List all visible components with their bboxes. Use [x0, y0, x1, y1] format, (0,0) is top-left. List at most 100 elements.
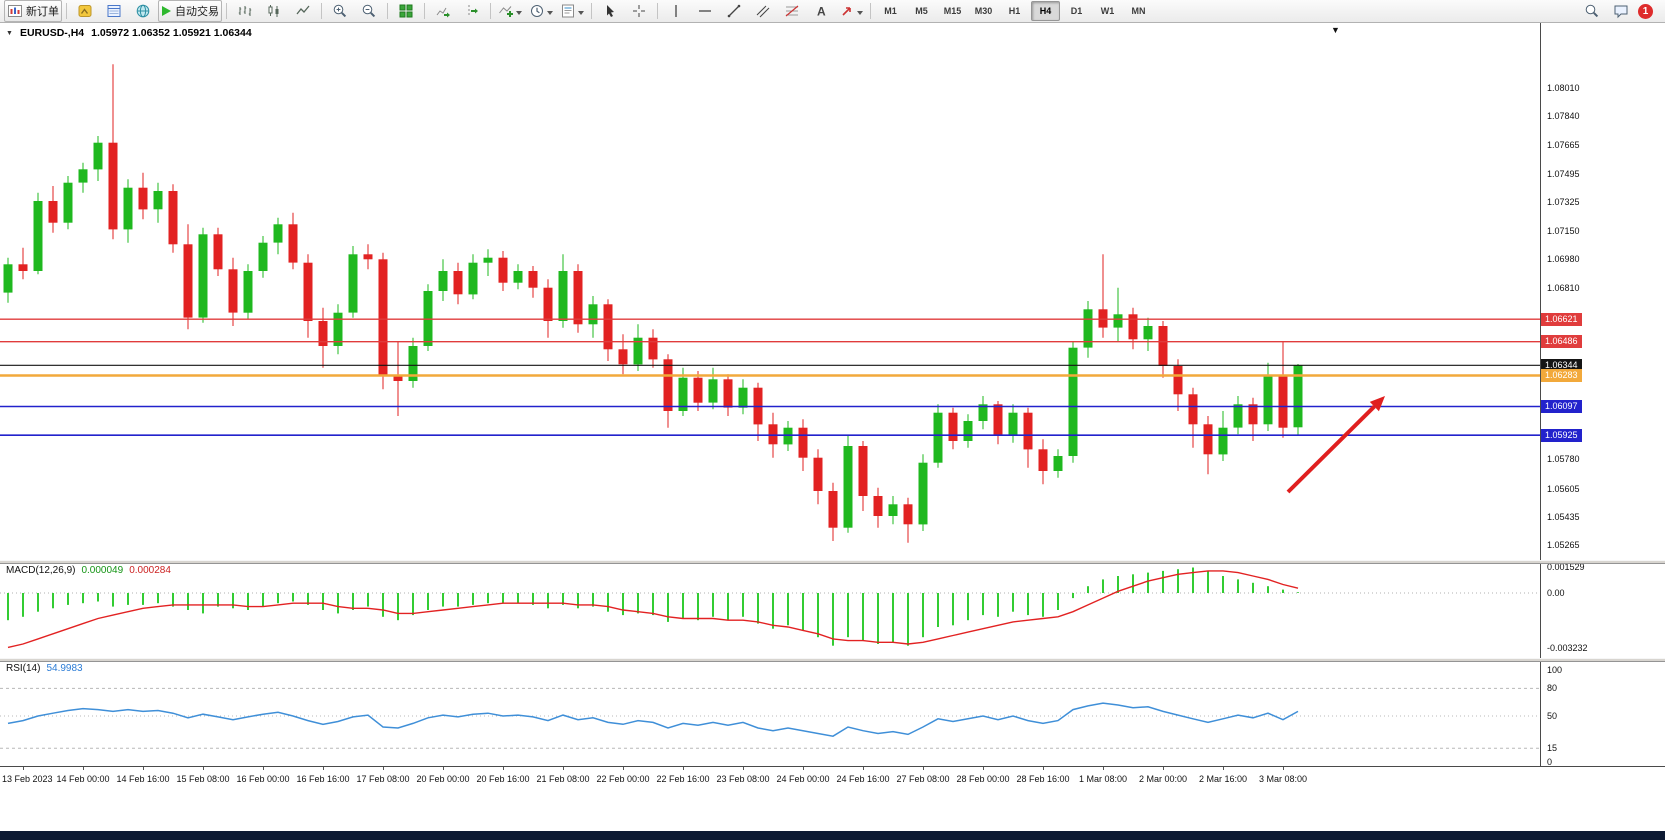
zoom-out-button[interactable] — [355, 0, 383, 22]
panel-separator[interactable] — [0, 658, 1665, 662]
bar-chart-button[interactable] — [231, 0, 259, 22]
price-chart-canvas[interactable] — [0, 26, 1540, 560]
chart-dropdown-icon[interactable]: ▼ — [6, 29, 13, 37]
vertical-line-button[interactable] — [662, 0, 690, 22]
crosshair-button[interactable] — [625, 0, 653, 22]
time-axis-tick — [203, 767, 204, 770]
time-axis-label: 14 Feb 00:00 — [56, 774, 110, 784]
toolbar: 新订单 自动交易 — [0, 0, 1665, 23]
time-axis-label: 20 Feb 00:00 — [416, 774, 470, 784]
panel-separator[interactable] — [0, 560, 1665, 564]
tile-windows-button[interactable] — [392, 0, 420, 22]
search-button[interactable] — [1578, 0, 1606, 22]
time-axis-tick — [1223, 767, 1224, 770]
rsi-axis-label: 100 — [1547, 665, 1563, 675]
horizontal-line-button[interactable] — [691, 0, 719, 22]
time-axis-tick — [323, 767, 324, 770]
time-axis-tick — [443, 767, 444, 770]
line-chart-button[interactable] — [289, 0, 317, 22]
time-axis-label: 13 Feb 2023 — [2, 774, 53, 784]
macd-axis-label: 0.00 — [1547, 588, 1565, 598]
timeframe-M30-button[interactable]: M30 — [974, 6, 993, 16]
line-chart-icon — [296, 5, 310, 15]
new-order-button[interactable]: 新订单 — [4, 0, 62, 22]
chevron-down-icon — [547, 11, 553, 18]
macd-panel-canvas[interactable] — [0, 564, 1540, 658]
time-axis-tick — [503, 767, 504, 770]
rsi-axis-label: 80 — [1547, 683, 1558, 694]
time-axis-tick — [743, 767, 744, 770]
timeframe-W1-button[interactable]: W1 — [1100, 6, 1115, 16]
chart-window: ▼ EURUSD-,H4 1.05972 1.06352 1.05921 1.0… — [0, 23, 1665, 791]
macd-signal-value: 0.000284 — [129, 565, 171, 576]
templates-button[interactable] — [557, 0, 587, 22]
timeframe-M1-button[interactable]: M1 — [884, 6, 897, 16]
time-axis-label: 21 Feb 08:00 — [536, 774, 590, 784]
price-axis-label: 1.05435 — [1547, 511, 1580, 522]
price-axis-label: 1.05605 — [1547, 483, 1580, 494]
fibonacci-button[interactable] — [778, 0, 806, 22]
timeframe-M5-button[interactable]: M5 — [915, 6, 928, 16]
vertical-line-icon — [675, 5, 677, 17]
search-icon — [1585, 4, 1599, 18]
macd-main-value: 0.000049 — [81, 565, 124, 576]
price-axis-label: 1.07325 — [1547, 196, 1580, 207]
timeframe-M15-button[interactable]: M15 — [943, 6, 962, 16]
time-axis-label: 3 Mar 08:00 — [1258, 774, 1308, 784]
auto-trading-button[interactable]: 自动交易 — [158, 0, 222, 22]
time-axis[interactable]: 13 Feb 2023 14 Feb 00:00 14 Feb 16:00 15 Fe… — [0, 766, 1665, 791]
timeframe-H4-button[interactable]: H4 — [1031, 1, 1060, 21]
periods-button[interactable] — [526, 0, 556, 22]
price-axis-label: 1.07665 — [1547, 140, 1580, 151]
toolbar-separator — [226, 3, 227, 19]
tile-windows-icon — [399, 4, 413, 18]
timeframe-H1-button[interactable]: H1 — [1008, 6, 1021, 16]
price-line-tag: 1.06486 — [1541, 335, 1582, 349]
time-axis-label: 2 Mar 00:00 — [1138, 774, 1188, 784]
indicators-button[interactable] — [495, 0, 525, 22]
macd-name: MACD(12,26,9) — [6, 565, 76, 576]
horizontal-line-icon — [699, 10, 711, 12]
timeframe-MN-button[interactable]: MN — [1131, 6, 1146, 16]
price-axis-label: 1.05265 — [1547, 540, 1580, 551]
text-button[interactable]: A — [807, 0, 835, 22]
auto-scroll-button[interactable] — [429, 0, 457, 22]
chart-shift-marker[interactable]: ▼ — [1331, 25, 1340, 35]
channel-button[interactable] — [749, 0, 777, 22]
market-watch-button[interactable] — [71, 0, 99, 22]
time-axis-label: 17 Feb 08:00 — [356, 774, 410, 784]
zoom-in-button[interactable] — [326, 0, 354, 22]
time-axis-label: 24 Feb 00:00 — [776, 774, 830, 784]
data-window-button[interactable] — [100, 0, 128, 22]
price-axis[interactable]: 1.08010 1.07840 1.07665 1.07495 1.07325 1.071… — [1540, 23, 1665, 767]
market-watch-icon — [78, 5, 92, 17]
arrows-button[interactable] — [836, 0, 866, 22]
time-axis-label: 28 Feb 00:00 — [956, 774, 1010, 784]
chart-symbol-period: EURUSD-,H4 — [19, 27, 85, 39]
time-axis-label: 16 Feb 00:00 — [236, 774, 290, 784]
cursor-icon — [607, 5, 614, 17]
chat-button[interactable] — [1607, 0, 1635, 22]
time-axis-label: 23 Feb 08:00 — [716, 774, 770, 784]
toolbar-separator — [387, 3, 388, 19]
price-line-tag: 1.06283 — [1541, 369, 1582, 382]
time-axis-label: 2 Mar 16:00 — [1198, 774, 1248, 784]
cursor-button[interactable] — [596, 0, 624, 22]
auto-scroll-icon — [436, 7, 450, 18]
navigator-button[interactable] — [129, 0, 157, 22]
price-axis-label: 1.08010 — [1547, 82, 1580, 93]
fibonacci-icon — [785, 5, 799, 17]
time-axis-label: 20 Feb 16:00 — [476, 774, 530, 784]
time-axis-tick — [683, 767, 684, 770]
rsi-panel-canvas[interactable] — [0, 662, 1540, 766]
trendline-button[interactable] — [720, 0, 748, 22]
macd-axis-label: 0.001529 — [1547, 562, 1585, 572]
candlestick-chart-button[interactable] — [260, 0, 288, 22]
toolbar-separator — [657, 3, 658, 19]
timeframe-D1-button[interactable]: D1 — [1070, 6, 1083, 16]
chart-shift-button[interactable] — [458, 0, 486, 22]
time-axis-tick — [563, 767, 564, 770]
notification-badge[interactable]: 1 — [1638, 3, 1653, 19]
crosshair-icon — [633, 5, 645, 17]
